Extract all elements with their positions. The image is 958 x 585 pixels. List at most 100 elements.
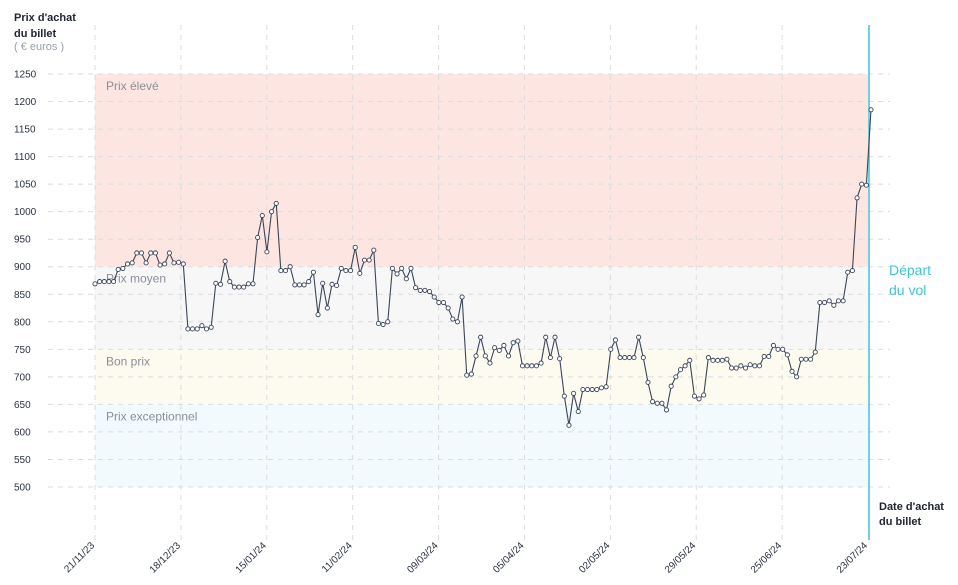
price-point — [789, 368, 795, 374]
price-point — [222, 258, 228, 264]
y-tick-label: 700 — [14, 372, 31, 383]
price-point — [803, 356, 809, 362]
price-point — [831, 302, 837, 308]
y-axis-title-line1: Prix d'achat — [14, 12, 76, 24]
price-point — [696, 396, 702, 402]
price-point — [422, 287, 428, 293]
price-point — [868, 107, 874, 113]
price-point — [561, 393, 567, 399]
price-point — [176, 259, 182, 265]
y-tick-label: 500 — [14, 483, 31, 494]
price-point — [450, 316, 456, 322]
price-point — [217, 281, 224, 287]
price-point — [427, 288, 433, 295]
price-point — [575, 409, 581, 415]
price-point — [190, 326, 196, 332]
price-point — [645, 379, 651, 385]
zone-label: Prix exceptionnel — [106, 409, 197, 423]
price-point — [775, 346, 781, 352]
price-point — [157, 262, 163, 268]
x-tick-label: 05/04/24 — [491, 540, 527, 576]
price-point — [106, 279, 112, 285]
price-point — [292, 282, 298, 288]
y-tick-label: 950 — [14, 235, 31, 246]
price-point — [152, 250, 158, 256]
y-tick-label: 600 — [14, 427, 31, 438]
price-point — [301, 282, 307, 288]
price-point — [282, 268, 289, 274]
price-point — [385, 319, 391, 325]
price-point — [208, 324, 214, 330]
price-point — [747, 362, 753, 368]
price-point — [705, 355, 711, 361]
price-point — [97, 279, 103, 285]
price-point — [241, 284, 247, 290]
price-point — [552, 334, 558, 340]
price-point — [682, 363, 688, 369]
price-point — [306, 279, 312, 285]
price-point — [585, 386, 591, 393]
price-point — [162, 261, 168, 267]
price-point — [124, 261, 131, 267]
price-point — [529, 363, 535, 369]
price-point — [650, 399, 656, 405]
price-point — [501, 342, 507, 349]
price-point — [431, 294, 437, 300]
price-point — [784, 352, 790, 358]
y-tick-label: 1150 — [14, 125, 36, 136]
zone-label: Prix moyen — [106, 272, 166, 286]
x-tick-label: 23/07/24 — [835, 540, 871, 576]
x-tick-label: 09/03/24 — [405, 540, 441, 576]
price-point — [496, 347, 502, 353]
price-point — [468, 371, 474, 377]
price-point — [626, 355, 632, 361]
price-point — [710, 357, 716, 363]
x-tick-label: 11/02/24 — [320, 540, 355, 575]
price-point — [227, 279, 233, 285]
price-point — [134, 250, 140, 256]
price-point — [622, 355, 628, 361]
price-point — [598, 385, 605, 391]
x-axis-title-line1: Date d'achat — [879, 501, 944, 513]
price-point — [812, 349, 818, 355]
price-point — [454, 319, 460, 325]
price-point — [547, 355, 553, 361]
price-point — [719, 357, 725, 363]
price-point — [171, 260, 177, 266]
price-point — [329, 281, 335, 287]
price-point — [533, 363, 539, 369]
price-point — [352, 244, 358, 251]
price-point — [571, 390, 577, 396]
price-point — [738, 363, 744, 369]
zone-label: Bon prix — [106, 354, 150, 368]
price-point — [250, 281, 256, 287]
y-tick-label: 750 — [14, 345, 31, 356]
price-point — [371, 247, 377, 253]
price-point — [654, 400, 660, 406]
price-point — [668, 383, 674, 389]
y-tick-label: 1250 — [14, 70, 37, 81]
price-point — [324, 305, 330, 311]
price-point — [794, 374, 800, 380]
price-point — [742, 365, 749, 371]
y-tick-label: 800 — [14, 317, 31, 328]
departure-label-line2: du vol — [889, 282, 926, 298]
price-point — [524, 363, 530, 369]
price-point — [701, 392, 707, 398]
price-point — [663, 407, 670, 413]
price-point — [459, 294, 465, 300]
price-point — [338, 265, 344, 271]
price-point — [269, 209, 275, 215]
y-tick-label: 1050 — [14, 180, 37, 191]
departure-label-line1: Départ — [889, 262, 931, 278]
price-zone — [95, 74, 868, 267]
price-point — [640, 355, 646, 361]
price-point — [366, 257, 372, 263]
price-point — [259, 212, 265, 219]
price-point — [691, 393, 697, 399]
price-point — [677, 367, 684, 373]
y-tick-label: 1200 — [14, 97, 37, 108]
price-point — [808, 356, 814, 362]
price-point — [487, 360, 493, 366]
